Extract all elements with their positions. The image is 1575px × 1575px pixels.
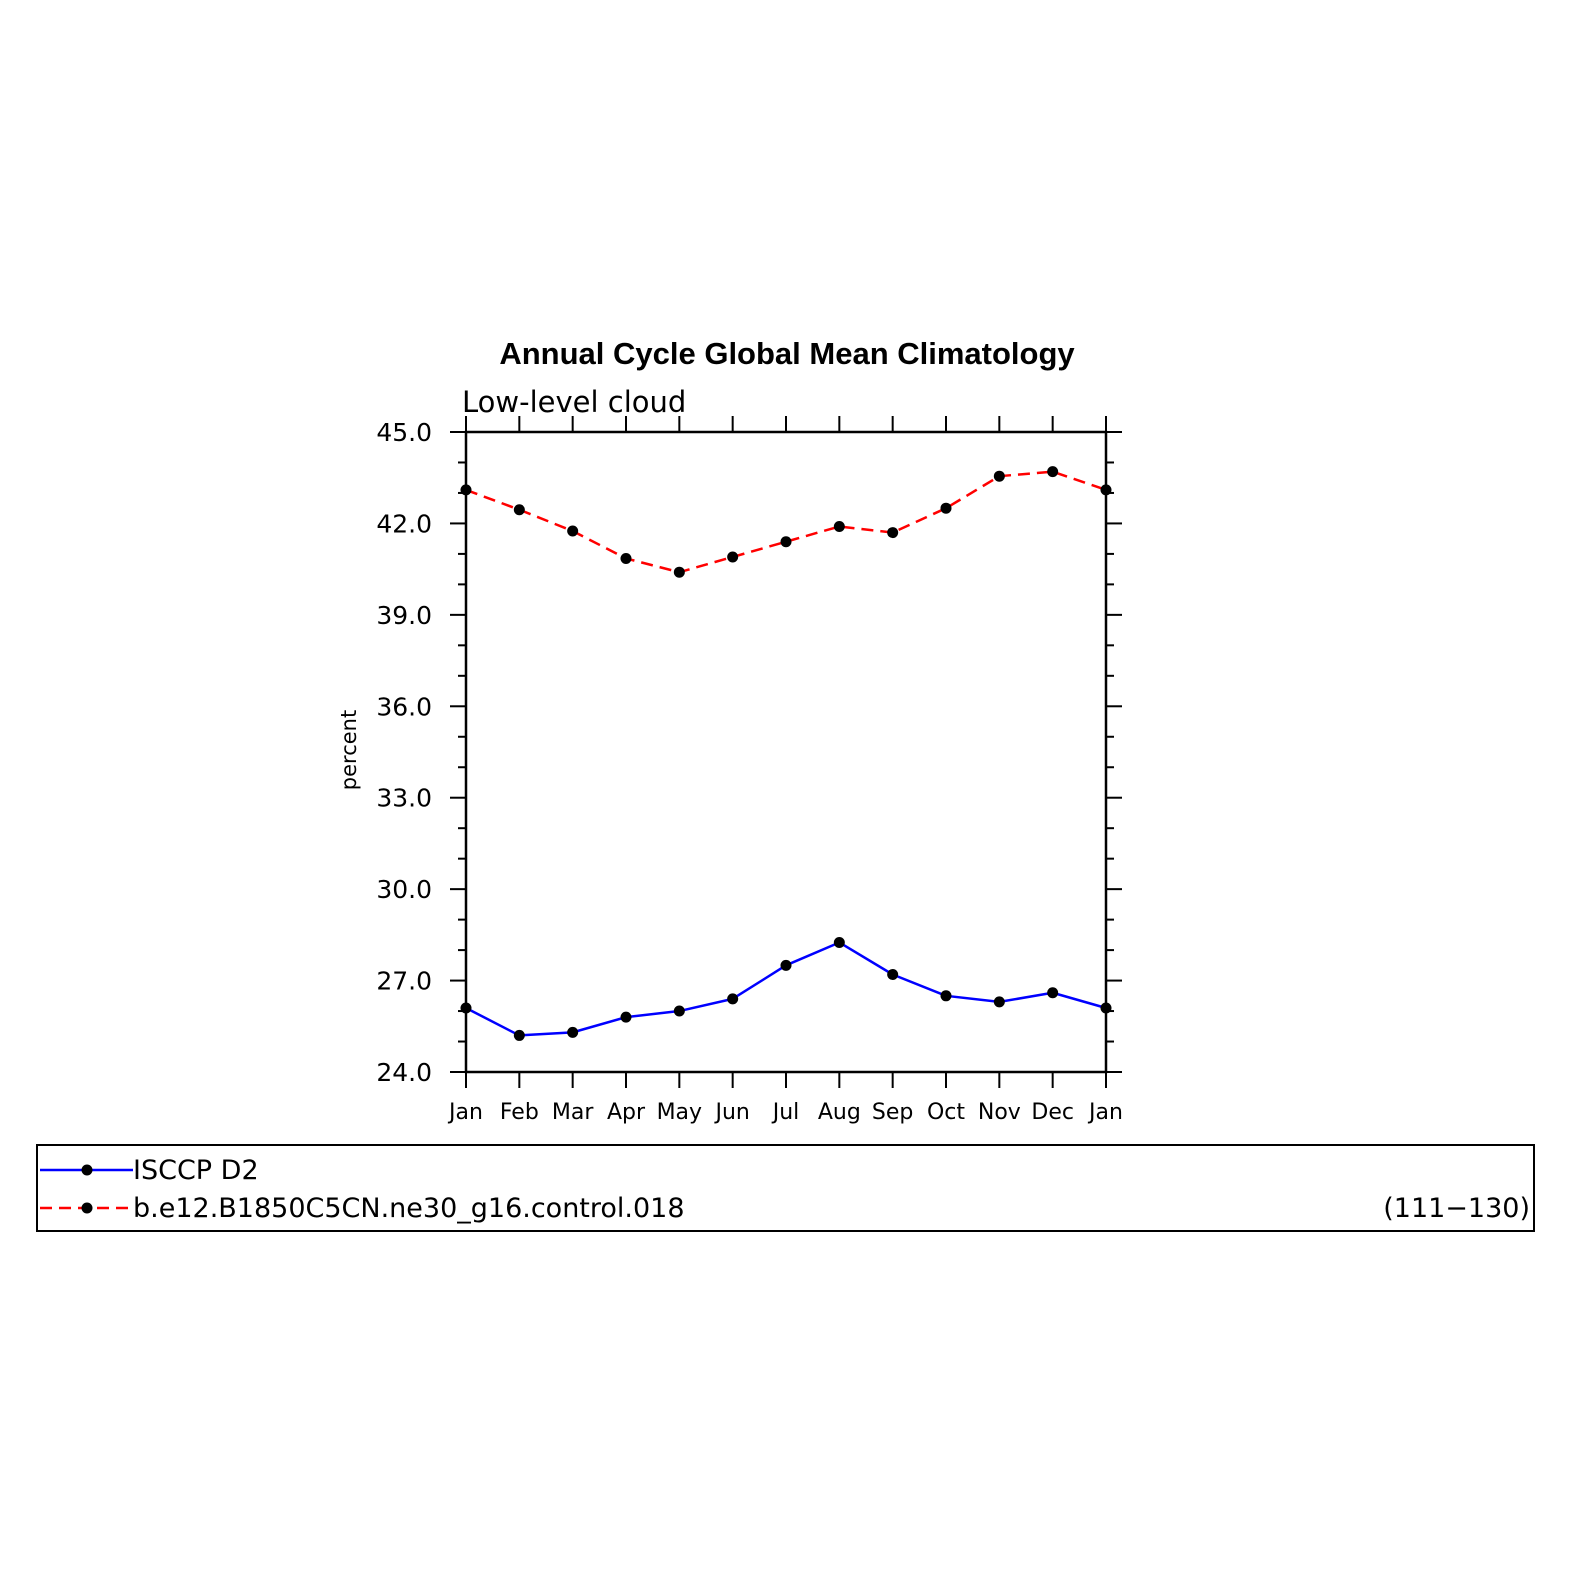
x-tick-label: Nov — [978, 1100, 1021, 1125]
data-point — [1100, 1002, 1112, 1014]
x-tick-label: May — [657, 1100, 702, 1125]
y-tick-label: 39.0 — [376, 601, 432, 630]
data-point — [833, 520, 845, 532]
data-point — [513, 1029, 525, 1041]
legend: ISCCP D2 b.e12.B1850C5CN.ne30_g16.contro… — [36, 1144, 1535, 1232]
legend-entry-2: b.e12.B1850C5CN.ne30_g16.control.018 (11… — [40, 1193, 1530, 1224]
x-tick-label: Mar — [552, 1100, 594, 1125]
data-point — [567, 525, 579, 537]
data-point — [993, 470, 1005, 482]
data-point — [673, 1005, 685, 1017]
y-tick-label: 45.0 — [376, 418, 432, 447]
x-tick-label: Jun — [713, 1100, 749, 1125]
series-line-2 — [465, 470, 1107, 574]
legend-annotation: (111−130) — [1383, 1193, 1530, 1224]
x-tick-label: Feb — [500, 1100, 539, 1125]
x-tick-label: Jan — [1087, 1100, 1123, 1125]
chart-subtitle: Low-level cloud — [462, 385, 686, 419]
y-tick-label: 36.0 — [376, 692, 432, 721]
x-tick-label: Apr — [607, 1100, 646, 1125]
x-tick-label: Dec — [1031, 1100, 1074, 1125]
legend-entry-1: ISCCP D2 — [40, 1155, 259, 1186]
y-tick-label: 30.0 — [376, 875, 432, 904]
data-point — [780, 536, 792, 548]
chart-title: Annual Cycle Global Mean Climatology — [499, 336, 1075, 371]
y-tick-label: 33.0 — [376, 784, 432, 813]
series-line-1 — [465, 941, 1107, 1037]
data-point — [727, 993, 739, 1005]
y-tick-label: 27.0 — [376, 967, 432, 996]
data-point — [460, 484, 472, 496]
legend-label: ISCCP D2 — [133, 1155, 259, 1186]
legend-label: b.e12.B1850C5CN.ne30_g16.control.018 — [133, 1193, 685, 1224]
data-point — [460, 1002, 472, 1014]
data-point — [620, 552, 632, 564]
x-tick-label: Jul — [771, 1100, 800, 1125]
x-tick-label: Oct — [927, 1100, 965, 1125]
data-point — [887, 527, 899, 539]
x-tick-label: Jan — [447, 1100, 483, 1125]
legend-marker — [81, 1202, 93, 1214]
y-tick-label: 24.0 — [376, 1058, 432, 1087]
data-point — [567, 1026, 579, 1038]
y-tick-label: 42.0 — [376, 509, 432, 538]
legend-marker — [81, 1164, 93, 1176]
data-point — [993, 996, 1005, 1008]
data-point — [887, 968, 899, 980]
x-tick-label: Sep — [872, 1100, 913, 1125]
x-tick-label: Aug — [818, 1100, 861, 1125]
data-point — [673, 566, 685, 578]
data-point — [1047, 466, 1059, 478]
data-point — [833, 936, 845, 948]
data-point — [940, 502, 952, 514]
data-point — [1100, 484, 1112, 496]
data-point — [620, 1011, 632, 1023]
data-point — [727, 551, 739, 563]
legend-box — [36, 1144, 1535, 1232]
data-point — [780, 959, 792, 971]
y-axis-label: percent — [337, 710, 361, 790]
data-point — [513, 504, 525, 516]
data-point — [1047, 987, 1059, 999]
data-point — [940, 990, 952, 1002]
plot-area: 24.0 27.0 30.0 33.0 36.0 39.0 42.0 45.0 Jan Feb Ma… — [376, 416, 1123, 1125]
